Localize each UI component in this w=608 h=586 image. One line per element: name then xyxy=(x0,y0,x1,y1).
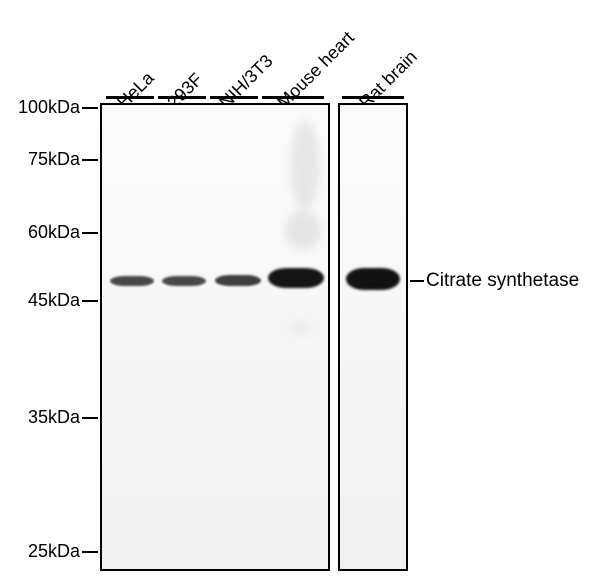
mw-tick-100 xyxy=(82,107,98,109)
band-lane-293f xyxy=(162,276,206,286)
protein-label-tick xyxy=(410,280,424,282)
mw-label-25: 25kDa xyxy=(0,541,80,562)
band-lane-hela xyxy=(110,276,154,286)
smudge-0 xyxy=(290,120,320,210)
lane-label-mouse-heart: Mouse heart xyxy=(273,27,359,113)
smudge-1 xyxy=(285,210,321,250)
mw-tick-75 xyxy=(82,159,98,161)
mw-label-100: 100kDa xyxy=(0,97,80,118)
band-lane-mouse-heart xyxy=(268,268,324,288)
blot-panel-2 xyxy=(338,103,408,571)
mw-label-35: 35kDa xyxy=(0,407,80,428)
smudge-2 xyxy=(290,320,310,336)
mw-tick-25 xyxy=(82,551,98,553)
mw-label-75: 75kDa xyxy=(0,149,80,170)
lane-bar-3 xyxy=(262,96,324,99)
mw-label-60: 60kDa xyxy=(0,222,80,243)
lane-bar-1 xyxy=(158,96,206,99)
band-lane-nih3t3 xyxy=(215,275,261,286)
mw-tick-35 xyxy=(82,417,98,419)
mw-label-45: 45kDa xyxy=(0,290,80,311)
western-blot-figure: 100kDa 75kDa 60kDa 45kDa 35kDa 25kDa HeL… xyxy=(0,0,608,586)
lane-bar-2 xyxy=(210,96,258,99)
mw-tick-60 xyxy=(82,232,98,234)
band-lane-rat-brain xyxy=(346,268,400,290)
mw-tick-45 xyxy=(82,300,98,302)
protein-label: Citrate synthetase xyxy=(426,270,579,292)
lane-bar-0 xyxy=(106,96,154,99)
lane-bar-4 xyxy=(342,96,404,99)
